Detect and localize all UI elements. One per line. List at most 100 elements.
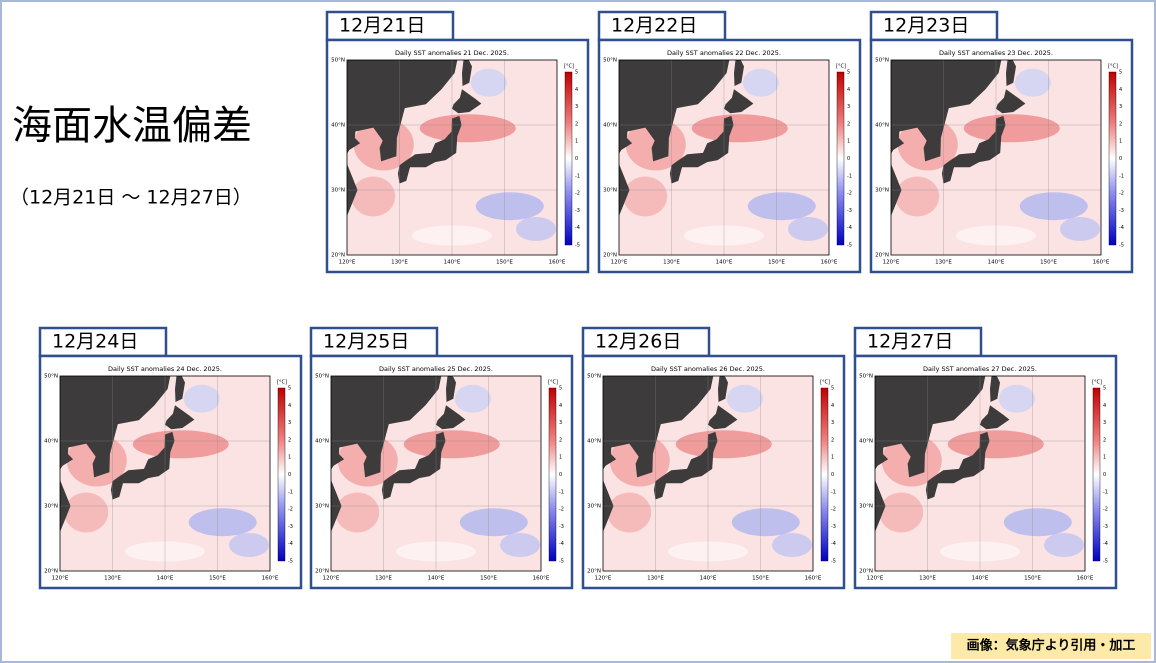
colorbar-label: -3: [1119, 208, 1124, 214]
colorbar-label: 4: [831, 403, 834, 409]
warm-anomaly: [403, 430, 500, 459]
colorbar-label: 3: [559, 420, 562, 426]
colorbar-label: -2: [831, 507, 836, 513]
lat-label: 50°N: [587, 374, 601, 380]
warm-anomaly: [675, 430, 772, 459]
colorbar-label: 4: [288, 403, 291, 409]
credit: 画像：気象庁より引用・加工: [967, 638, 1136, 654]
land: [996, 89, 1026, 114]
date-tab-label: 12月27日: [867, 331, 953, 353]
colorbar-label: 5: [831, 386, 834, 392]
land: [669, 115, 734, 184]
cold-anomaly: [183, 384, 220, 413]
date-tab-label: 12月25日: [323, 331, 409, 353]
land: [175, 376, 185, 402]
lon-label: 160°E: [262, 576, 279, 582]
land: [653, 431, 718, 500]
warm-anomaly: [351, 176, 396, 217]
land: [462, 60, 472, 86]
colorbar-label: 0: [559, 472, 562, 478]
lat-label: 40°N: [859, 439, 873, 445]
lon-label: 120°E: [867, 576, 884, 582]
colorbar-label: 0: [288, 472, 291, 478]
colorbar-label: 0: [575, 156, 578, 162]
lon-label: 130°E: [391, 260, 408, 266]
colorbar-label: 1: [288, 455, 291, 461]
map-title: Daily SST anomalies 23 Dec. 2025.: [939, 49, 1053, 57]
colorbar-label: 2: [847, 121, 850, 127]
lat-label: 20°N: [587, 569, 601, 575]
cold-anomaly: [998, 384, 1035, 413]
colorbar-label: 1: [1119, 139, 1122, 145]
colorbar-label: 4: [1103, 403, 1106, 409]
lon-label: 160°E: [549, 260, 566, 266]
date-tab-label: 12月23日: [883, 15, 969, 37]
cold-anomaly: [475, 192, 544, 221]
land: [724, 89, 754, 114]
land: [734, 60, 744, 86]
lon-label: 160°E: [533, 576, 550, 582]
colorbar-unit: [°C]: [836, 64, 846, 70]
colorbar-label: 0: [847, 156, 850, 162]
date-tab-label: 12月21日: [339, 15, 425, 37]
land: [603, 376, 714, 532]
colorbar: [1108, 71, 1117, 246]
colorbar-label: -3: [831, 524, 836, 530]
lat-label: 20°N: [44, 569, 58, 575]
colorbar-label: 5: [288, 386, 291, 392]
colorbar-label: 1: [1103, 455, 1106, 461]
warm-anomaly: [623, 176, 668, 217]
lat-label: 30°N: [44, 504, 58, 510]
colorbar-label: 3: [1103, 420, 1106, 426]
land: [925, 431, 990, 500]
colorbar-unit: [°C]: [1092, 380, 1102, 386]
map-title: Daily SST anomalies 21 Dec. 2025.: [395, 49, 509, 57]
colorbar: [836, 71, 845, 246]
sst-panel: 12月27日 Daily SST anomalies 27 Dec. 2025. 5…: [853, 326, 1118, 590]
lon-label: 150°E: [496, 260, 513, 266]
colorbar-unit: [°C]: [277, 380, 287, 386]
land: [718, 376, 728, 402]
map-border: [890, 59, 1102, 256]
lat-label: 20°N: [875, 253, 889, 259]
colorbar-label: -1: [1103, 489, 1108, 495]
colorbar-label: 2: [1119, 121, 1122, 127]
colorbar-label: 2: [559, 437, 562, 443]
colorbar-label: 2: [575, 121, 578, 127]
colorbar-unit: [°C]: [1108, 64, 1118, 70]
date-tab: [325, 10, 455, 42]
map-border: [330, 375, 542, 572]
land: [397, 115, 462, 184]
lon-label: 150°E: [1040, 260, 1057, 266]
lon-label: 130°E: [647, 576, 664, 582]
map-area: [619, 60, 829, 255]
lon-label: 140°E: [716, 260, 733, 266]
colorbar-label: -5: [1103, 559, 1108, 565]
lon-label: 140°E: [428, 576, 445, 582]
colorbar-label: 3: [575, 104, 578, 110]
warm-anomaly: [691, 114, 788, 143]
land: [619, 60, 730, 216]
map-border: [874, 375, 1086, 572]
colorbar-label: -1: [559, 489, 564, 495]
map-area: [891, 60, 1101, 255]
colorbar-label: -2: [1119, 191, 1124, 197]
date-tab: [38, 326, 168, 358]
sst-panel: 12月23日 Daily SST anomalies 23 Dec. 2025. 5…: [869, 10, 1134, 274]
land: [110, 431, 175, 500]
sst-panel: 12月22日 Daily SST anomalies 22 Dec. 2025. 5…: [597, 10, 862, 274]
land: [990, 376, 1000, 402]
lat-label: 40°N: [331, 123, 345, 129]
colorbar-label: 5: [1119, 70, 1122, 76]
colorbar-label: 1: [575, 139, 578, 145]
page-title: 海面水温偏差: [12, 103, 252, 149]
colorbar-label: 1: [847, 139, 850, 145]
map-title: Daily SST anomalies 25 Dec. 2025.: [379, 365, 493, 373]
lon-label: 120°E: [595, 576, 612, 582]
date-tab: [869, 10, 999, 42]
colorbar-label: -1: [288, 489, 293, 495]
colorbar-label: 2: [288, 437, 291, 443]
lat-label: 30°N: [331, 188, 345, 194]
lon-label: 120°E: [52, 576, 69, 582]
lon-label: 120°E: [339, 260, 356, 266]
